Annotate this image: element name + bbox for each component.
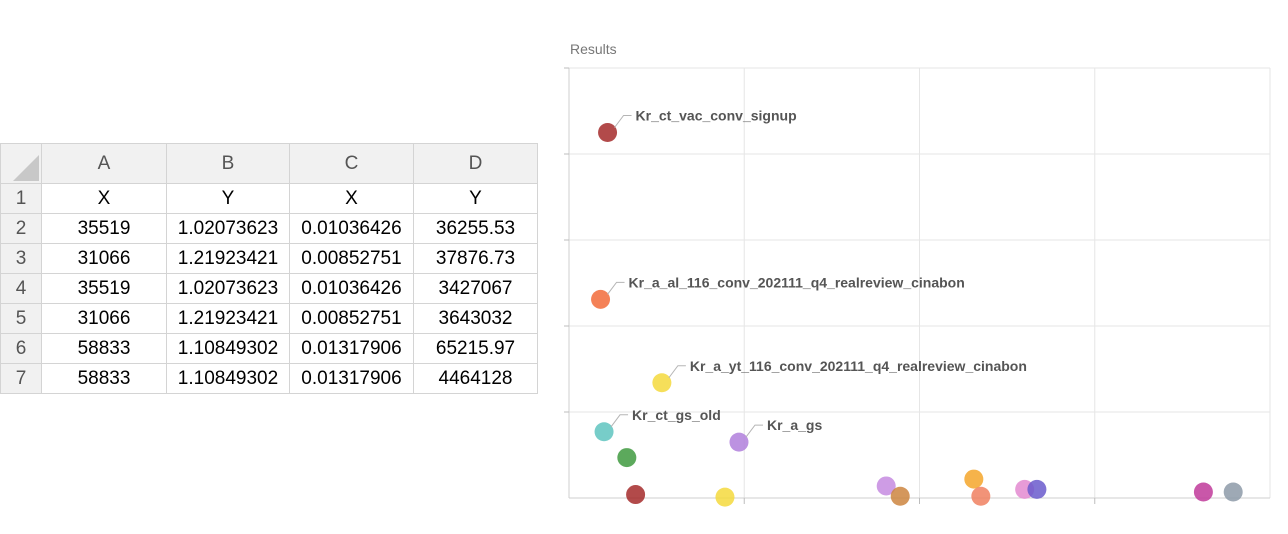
cell[interactable]: 1.02073623 [166,273,290,304]
cell[interactable]: 4464128 [413,363,538,394]
cell[interactable]: 1.02073623 [166,213,290,244]
sheet-row: 2 35519 1.02073623 0.01036426 36255.53 [0,213,538,244]
data-point [617,448,637,468]
sheet-row: 3 31066 1.21923421 0.00852751 37876.73 [0,243,538,274]
chart-grid [569,67,1271,498]
data-point [729,432,749,452]
row-header[interactable]: 3 [0,243,42,274]
label-leader-line [607,281,625,295]
cell[interactable]: 0.01317906 [289,363,414,394]
cell[interactable]: 37876.73 [413,243,538,274]
column-header-d[interactable]: D [413,143,538,184]
spreadsheet: A B C D 1 X Y X Y 2 35519 1.02073623 0.0… [0,143,538,394]
row-header[interactable]: 7 [0,363,42,394]
cell[interactable]: 0.00852751 [289,243,414,274]
cell[interactable]: X [41,183,167,214]
sheet-row: 1 X Y X Y [0,183,538,214]
select-all-corner[interactable] [0,143,42,184]
cell[interactable]: 31066 [41,243,167,274]
cell[interactable]: 0.01317906 [289,333,414,364]
cell[interactable]: 0.00852751 [289,303,414,334]
data-label: Kr_a_al_116_conv_202111_q4_realreview_ci… [629,274,965,290]
label-leader-line [668,365,686,379]
row-header[interactable]: 1 [0,183,42,214]
chart-marks: Kr_ct_vac_conv_signup Kr_a_al_116_conv_20… [591,108,1243,507]
data-point [890,486,910,506]
cell[interactable]: X [289,183,414,214]
data-point [591,289,611,309]
data-point [1027,479,1047,499]
sheet-row: 7 58833 1.10849302 0.01317906 4464128 [0,363,538,394]
label-leader-line [614,115,632,128]
data-label: Kr_ct_gs_old [632,407,721,423]
sheet-row: 4 35519 1.02073623 0.01036426 3427067 [0,273,538,304]
data-point [594,422,614,442]
cell[interactable]: 65215.97 [413,333,538,364]
cell[interactable]: 31066 [41,303,167,334]
cell[interactable]: 35519 [41,273,167,304]
data-point [1223,482,1243,502]
column-header-c[interactable]: C [289,143,414,184]
cell[interactable]: 1.10849302 [166,363,290,394]
cell[interactable]: 58833 [41,363,167,394]
label-leader-line [745,424,763,438]
data-point [715,487,735,507]
data-point [652,373,672,393]
cell[interactable]: 1.10849302 [166,333,290,364]
cell[interactable]: 1.21923421 [166,243,290,274]
chart-title: Results [570,41,617,57]
data-point [1193,482,1213,502]
data-point [971,486,991,506]
label-leader-line [610,414,629,428]
column-header-row: A B C D [0,143,538,184]
row-header[interactable]: 5 [0,303,42,334]
cell[interactable]: Y [166,183,290,214]
cell[interactable]: Y [413,183,538,214]
data-label: Kr_a_gs [767,417,822,433]
data-point [598,123,618,142]
data-point [964,469,984,489]
data-point [626,485,646,505]
chart-axes [564,67,1270,504]
data-point [876,476,896,496]
row-header[interactable]: 4 [0,273,42,304]
data-label: Kr_a_yt_116_conv_202111_q4_realreview_ci… [690,358,1027,374]
cell[interactable]: 0.01036426 [289,213,414,244]
data-label: Kr_ct_vac_conv_signup [636,108,797,124]
cell[interactable]: 3427067 [413,273,538,304]
row-header[interactable]: 2 [0,213,42,244]
row-header[interactable]: 6 [0,333,42,364]
